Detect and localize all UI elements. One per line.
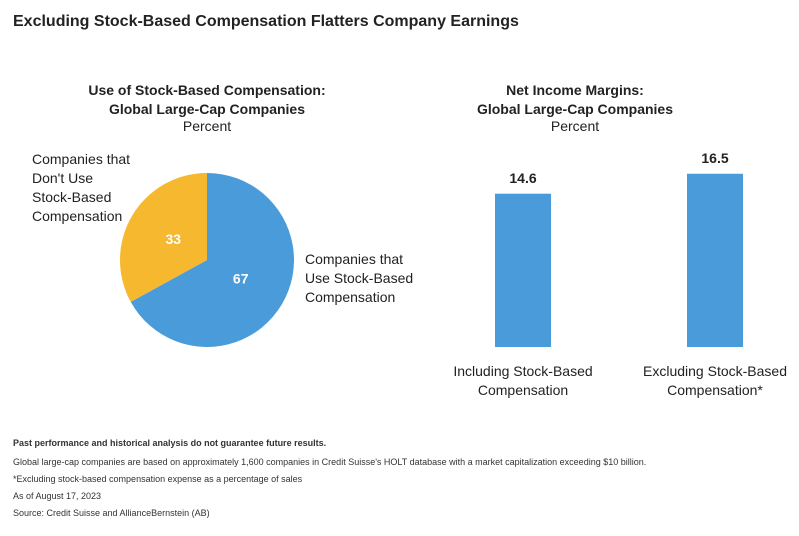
pie-slice	[119, 172, 207, 302]
chart-subtitle: Percent	[182, 118, 232, 134]
bar	[687, 173, 743, 347]
footer-note: Global large-cap companies are based on …	[13, 457, 647, 467]
chart-title: Net Income Margins: Global Large-Cap Com…	[476, 82, 674, 117]
pie-slice	[130, 173, 294, 347]
value-label: 67	[233, 271, 249, 287]
x-tick-label: Excluding Stock-Based Compensation*	[643, 363, 787, 398]
bar	[495, 193, 551, 347]
slice-label: Companies that Don't Use Stock-Based Com…	[32, 151, 131, 224]
slice-label: Companies that Use Stock-Based Compensat…	[305, 251, 414, 305]
x-tick-label: Including Stock-Based Compensation	[453, 363, 593, 398]
footer-note: As of August 17, 2023	[13, 491, 102, 501]
chart-subtitle: Percent	[550, 118, 600, 134]
page-title: Excluding Stock-Based Compensation Flatt…	[13, 13, 519, 30]
value-label: 33	[166, 231, 182, 247]
value-label: 16.5	[701, 149, 729, 166]
chart-title: Use of Stock-Based Compensation: Global …	[88, 82, 326, 117]
footer-note: Source: Credit Suisse and AllianceBernst…	[13, 508, 210, 518]
value-label: 14.6	[509, 169, 537, 186]
footer-note: *Excluding stock-based compensation expe…	[13, 474, 303, 484]
footer-disclaimer: Past performance and historical analysis…	[13, 438, 327, 448]
